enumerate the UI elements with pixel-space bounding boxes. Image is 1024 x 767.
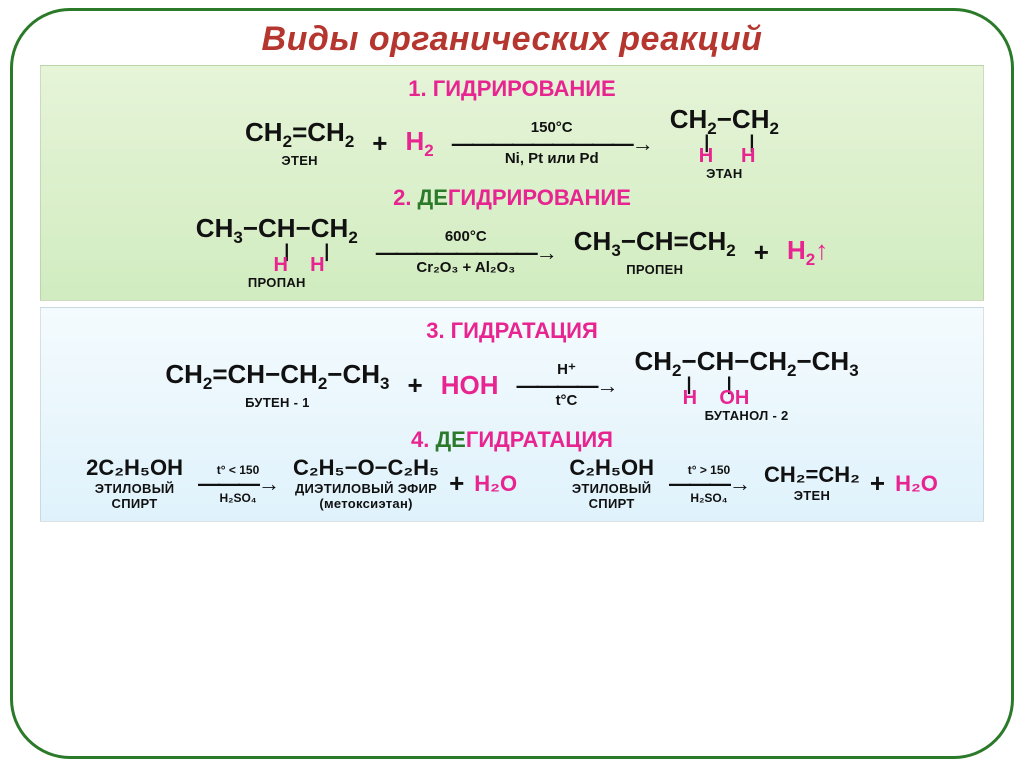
eq1-arrow: 150°C ―――――――――→ Ni, Pt или Pd [452, 120, 652, 167]
section1-name: ГИДРИРОВАНИЕ [433, 76, 616, 101]
section3-title: 3. ГИДРАТАЦИЯ [59, 318, 965, 344]
eq4l-ether-formula: C₂H₅−O−C₂H₅ [293, 457, 439, 479]
eq2-h2-formula: H2↑ [787, 237, 828, 268]
arrow-icon: ――――→ [516, 378, 616, 393]
eq2: CH3−CH−CH2 | | H H ПРОПАН 600°C ――――――――… [59, 215, 965, 290]
eq4r-arrow: t° > 150 ―――→ H₂SO₄ [664, 464, 754, 505]
eq4l-reactant: 2C₂H₅OH ЭТИЛОВЫЙ СПИРТ [86, 457, 183, 511]
eq1-ethene-formula: CH2=CH2 [245, 119, 354, 150]
eq3: CH2=CH−CH2−CH3 БУТЕН - 1 + HOH H⁺ ――――→ … [59, 348, 965, 423]
eq2-h-atoms: H H [229, 257, 325, 273]
eq3-cond-bot: t°C [556, 393, 578, 409]
eq1-reactant-ethene: CH2=CH2 ЭТЕН [245, 119, 354, 167]
eq3-reactant-water: HOH [441, 372, 499, 398]
main-title: Виды органических реакций [10, 20, 1014, 59]
plus-icon: + [449, 468, 464, 499]
eq3-arrow: H⁺ ――――→ t°C [516, 362, 616, 409]
eq4r-product-water: H₂O [895, 473, 938, 495]
section4-title: 4. ДЕГИДРАТАЦИЯ [59, 427, 965, 453]
eq4r-reactant-formula: C₂H₅OH [569, 457, 654, 479]
eq1-h-atoms: H H [693, 148, 755, 164]
arrow-icon: ―――→ [198, 476, 278, 491]
eq4r-water-formula: H₂O [895, 473, 938, 495]
arrow-icon: ―――→ [669, 476, 749, 491]
section1-num: 1. [408, 76, 432, 101]
eq4l-reactant-formula: 2C₂H₅OH [86, 457, 183, 479]
eq2-propane-label: ПРОПАН [248, 275, 306, 290]
eq2-cond-bot: Cr₂O₃ + Al₂O₃ [416, 260, 515, 276]
eq3-h-oh: H OH [677, 390, 816, 406]
section2-num: 2. [393, 185, 417, 210]
eq3-butene-formula: CH2=CH−CH2−CH3 [165, 361, 389, 392]
arrow-icon: ―――――――――→ [452, 136, 652, 151]
eq4l-product-ether: C₂H₅−O−C₂H₅ ДИЭТИЛОВЫЙ ЭФИР (метоксиэтан… [293, 457, 439, 511]
eq3-reactant-butene: CH2=CH−CH2−CH3 БУТЕН - 1 [165, 361, 389, 409]
section1-title: 1. ГИДРИРОВАНИЕ [59, 76, 965, 102]
arrow-icon: ――――――――→ [376, 245, 556, 260]
section3-num: 3. [426, 318, 450, 343]
section2-rest: ГИДРИРОВАНИЕ [448, 185, 631, 210]
eq1-h2-formula: H2 [405, 128, 433, 159]
eq2-reactant-propane: CH3−CH−CH2 | | H H ПРОПАН [196, 215, 358, 290]
eq4l-reactant-label: ЭТИЛОВЫЙ СПИРТ [95, 481, 175, 511]
plus-icon: + [372, 128, 387, 159]
eq3-product-butanol: CH2−CH−CH2−CH3 | | H OH БУТАНОЛ - 2 [634, 348, 858, 423]
eq3-butanol-label: БУТАНОЛ - 2 [705, 408, 789, 423]
eq4r-reactant-label: ЭТИЛОВЫЙ СПИРТ [572, 481, 652, 511]
eq4l-cond-bot: H₂SO₄ [219, 492, 256, 505]
eq1: CH2=CH2 ЭТЕН + H2 150°C ―――――――――→ Ni, P… [59, 106, 965, 181]
eq4r-ethene-formula: CH₂=CH₂ [764, 464, 860, 486]
eq4l-product-water: H₂O [474, 473, 517, 495]
eq4l-arrow: t° < 150 ―――→ H₂SO₄ [193, 464, 283, 505]
eq2-product-propene: CH3−CH=CH2 ПРОПЕН [574, 228, 736, 276]
eq1-cond-bot: Ni, Pt или Pd [505, 151, 599, 167]
eq4-right: C₂H₅OH ЭТИЛОВЫЙ СПИРТ t° > 150 ―――→ H₂SO… [569, 457, 938, 511]
eq2-product-h2: H2↑ [787, 237, 828, 268]
eq2-arrow: 600°C ――――――――→ Cr₂O₃ + Al₂O₃ [376, 229, 556, 276]
section2-title: 2. ДЕГИДРИРОВАНИЕ [59, 185, 965, 211]
section3-name: ГИДРАТАЦИЯ [451, 318, 598, 343]
eq2-propene-label: ПРОПЕН [626, 262, 683, 277]
eq4r-cond-bot: H₂SO₄ [690, 492, 727, 505]
plus-icon: + [408, 370, 423, 401]
eq1-ethene-label: ЭТЕН [281, 153, 317, 168]
plus-icon: + [754, 237, 769, 268]
section4-num: 4. [411, 427, 435, 452]
section2-de: ДЕ [418, 185, 448, 210]
plus-icon: + [870, 468, 885, 499]
eq4-row: 2C₂H₅OH ЭТИЛОВЫЙ СПИРТ t° < 150 ―――→ H₂S… [59, 457, 965, 511]
eq3-water-formula: HOH [441, 372, 499, 398]
eq4-left: 2C₂H₅OH ЭТИЛОВЫЙ СПИРТ t° < 150 ―――→ H₂S… [86, 457, 517, 511]
eq1-product-ethane: CH2−CH2 | | H H ЭТАН [670, 106, 779, 181]
eq4r-reactant: C₂H₅OH ЭТИЛОВЫЙ СПИРТ [569, 457, 654, 511]
eq1-ethane-label: ЭТАН [706, 166, 742, 181]
slide-content: Виды органических реакций 1. ГИДРИРОВАНИ… [10, 8, 1014, 759]
panel-green: 1. ГИДРИРОВАНИЕ CH2=CH2 ЭТЕН + H2 150°C … [40, 65, 984, 301]
eq1-reactant-h2: H2 [405, 128, 433, 159]
eq3-butene-label: БУТЕН - 1 [245, 395, 310, 410]
section4-de: ДЕ [435, 427, 465, 452]
eq4l-ether-label: ДИЭТИЛОВЫЙ ЭФИР (метоксиэтан) [295, 481, 437, 511]
eq4r-product-ethene: CH₂=CH₂ ЭТЕН [764, 464, 860, 503]
eq4l-water-formula: H₂O [474, 473, 517, 495]
eq2-propene-formula: CH3−CH=CH2 [574, 228, 736, 259]
panel-blue: 3. ГИДРАТАЦИЯ CH2=CH−CH2−CH3 БУТЕН - 1 +… [40, 307, 984, 522]
section4-rest: ГИДРАТАЦИЯ [466, 427, 613, 452]
eq4r-ethene-label: ЭТЕН [794, 488, 830, 503]
